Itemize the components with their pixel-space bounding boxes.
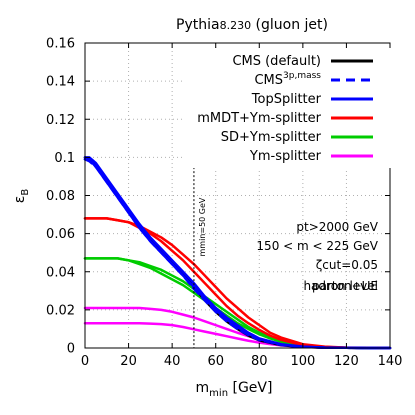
chart-title: Pythia8.230 (gluon jet) bbox=[176, 17, 328, 33]
x-tick-label: 60 bbox=[207, 354, 224, 369]
legend-label: TopSplitter bbox=[251, 92, 322, 107]
x-tick-label: 20 bbox=[120, 354, 137, 369]
y-tick-label: 0.08 bbox=[46, 189, 75, 204]
y-tick-label: 0.16 bbox=[46, 37, 75, 52]
x-tick-label: 40 bbox=[164, 354, 181, 369]
y-tick-label: 0.06 bbox=[46, 227, 75, 242]
y-tick-label: 0 bbox=[67, 342, 75, 357]
x-tick-label: 80 bbox=[251, 354, 268, 369]
legend-label: SD+Ym-splitter bbox=[221, 130, 322, 145]
y-tick-label: 0.02 bbox=[46, 303, 75, 318]
series-line-cms3p-mass bbox=[83, 158, 392, 350]
y-tick-label: 0.14 bbox=[46, 75, 75, 90]
legend-background bbox=[185, 48, 395, 168]
annotation-level-overlay: hadron level bbox=[303, 279, 378, 293]
annotation-pt: pt>2000 GeV bbox=[296, 220, 378, 234]
legend-entry-mmdt-ym-splitter: mMDT+Ym-splitter bbox=[197, 111, 373, 126]
legend-entry-cms-3p-mass: CMS3p,mass bbox=[254, 71, 373, 88]
legend: CMS (default) CMS3p,mass TopSplitter mMD… bbox=[185, 48, 395, 168]
series-line-mmdt-ym-splitter bbox=[83, 217, 392, 350]
y-tick-labels: 0 0.02 0.04 0.06 0.08 0.1 0.12 0.14 0.16 bbox=[46, 37, 75, 357]
annotation-mass: 150 < m < 225 GeV bbox=[256, 239, 378, 253]
x-tick-label: 0 bbox=[81, 354, 89, 369]
y-tick-label: 0.1 bbox=[54, 151, 75, 166]
y-tick-label: 0.04 bbox=[46, 265, 75, 280]
x-tick-label: 140 bbox=[378, 354, 403, 369]
legend-entry-cms-default: CMS (default) bbox=[232, 54, 373, 69]
annotation-level: parton+UE bbox=[312, 279, 378, 293]
legend-entry-topsplitter: TopSplitter bbox=[251, 92, 373, 107]
legend-label: CMS3p,mass bbox=[254, 71, 321, 88]
legend-entry-sd-ym-splitter: SD+Ym-splitter bbox=[221, 130, 373, 145]
y-axis-label: εB bbox=[12, 189, 31, 204]
y-tick-label: 0.12 bbox=[46, 113, 75, 128]
legend-entry-ym-splitter: Ym-splitter bbox=[249, 149, 373, 164]
x-tick-labels: 0 20 40 60 80 100 120 140 bbox=[81, 354, 403, 369]
legend-label: Ym-splitter bbox=[249, 149, 322, 164]
annotation-zeta: ζcut=0.05 bbox=[316, 258, 378, 272]
x-axis-label: mmin [GeV] bbox=[196, 380, 273, 399]
series-layer bbox=[83, 156, 392, 350]
annotations: pt>2000 GeV 150 < m < 225 GeV ζcut=0.05 … bbox=[256, 220, 378, 293]
legend-label: CMS (default) bbox=[232, 54, 321, 69]
vertical-line-group: mmin=50 GeV bbox=[193, 163, 207, 348]
legend-label: mMDT+Ym-splitter bbox=[197, 111, 321, 126]
x-tick-label: 100 bbox=[290, 354, 315, 369]
threshold-label: mmin=50 GeV bbox=[198, 197, 207, 256]
x-tick-label: 120 bbox=[334, 354, 359, 369]
